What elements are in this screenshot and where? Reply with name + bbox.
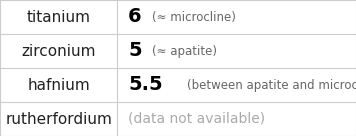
Text: (data not available): (data not available) (128, 112, 265, 126)
Text: (≈ microcline): (≈ microcline) (152, 10, 236, 24)
Text: (between apatite and microcline): (between apatite and microcline) (187, 78, 356, 92)
Text: titanium: titanium (27, 10, 91, 24)
Text: 6: 6 (128, 7, 142, 27)
Text: zirconium: zirconium (21, 44, 96, 58)
Text: 5: 5 (128, 41, 142, 61)
Text: hafnium: hafnium (27, 78, 90, 92)
Text: (≈ apatite): (≈ apatite) (152, 44, 218, 58)
Text: rutherfordium: rutherfordium (5, 112, 112, 126)
Text: 5.5: 5.5 (128, 75, 163, 95)
